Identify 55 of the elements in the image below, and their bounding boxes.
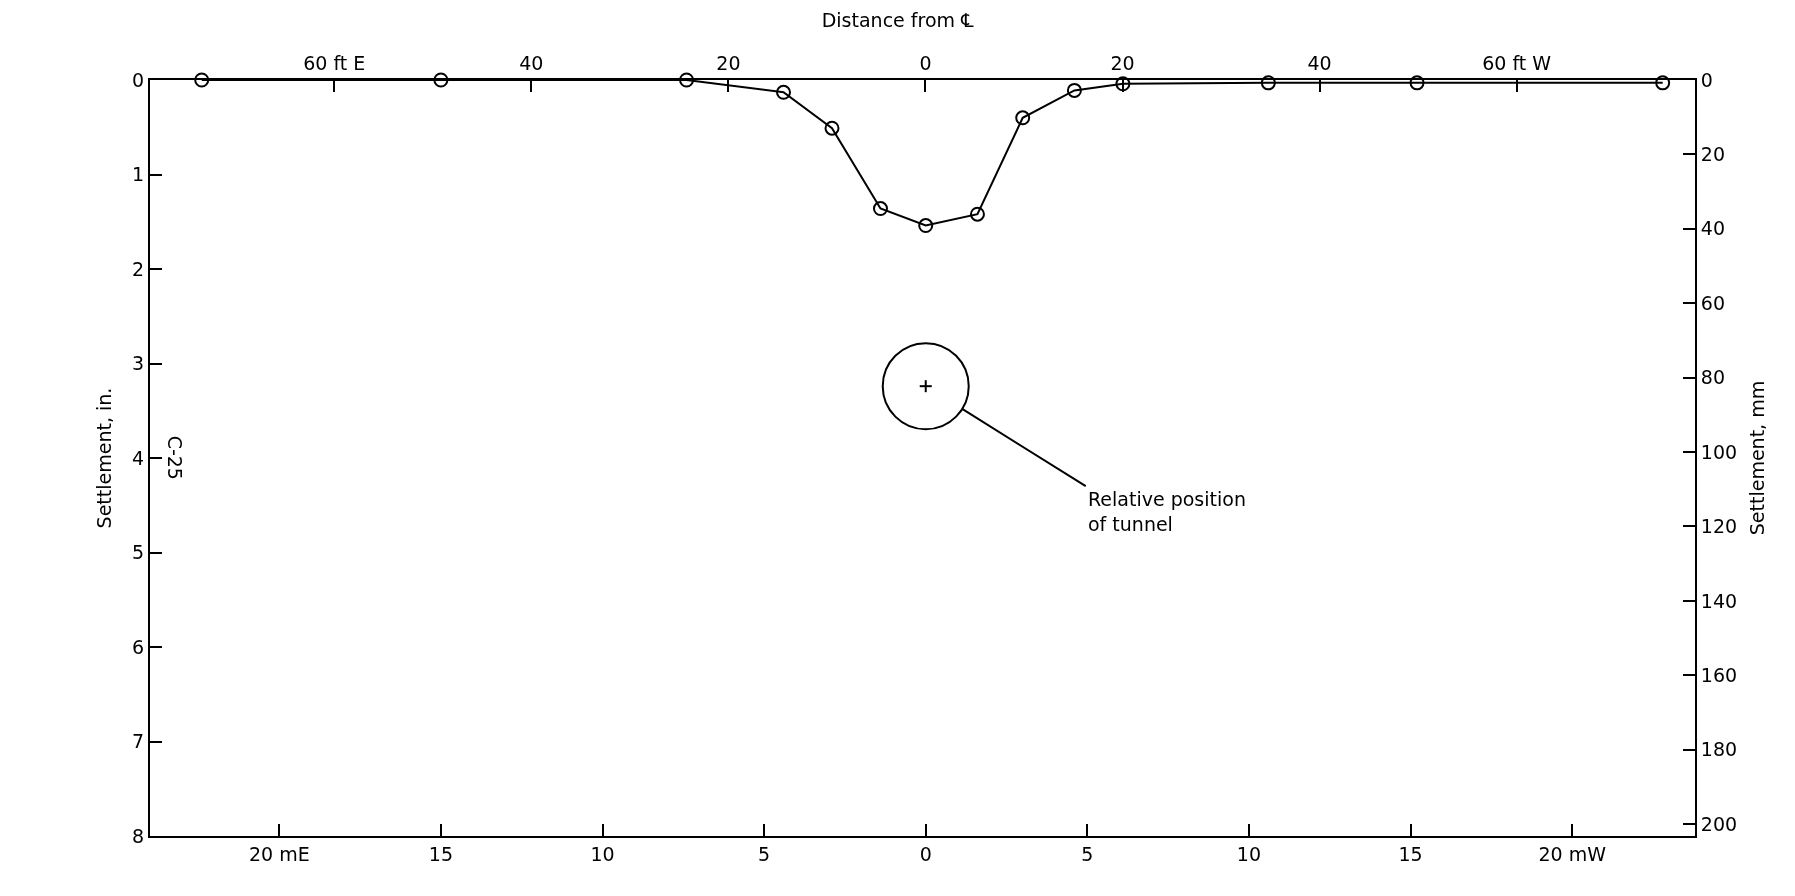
y-axis-title: Settlement, in. [93, 387, 116, 529]
x2-tick-label: 0 [919, 52, 932, 75]
x-tick-label: 0 [919, 842, 932, 865]
x2-tick-label: 40 [1307, 52, 1332, 75]
y2-tick-label: 20 [1700, 143, 1725, 166]
y-tick-label: 1 [132, 163, 145, 186]
annotation: C-25 [164, 435, 187, 480]
y2-tick-label: 40 [1700, 217, 1725, 240]
x-tick-label: 20 mE [248, 842, 310, 865]
x2-tick-label: 20 [716, 52, 741, 75]
point [918, 218, 934, 234]
y-tick-label: 6 [132, 635, 145, 658]
point [1655, 75, 1671, 91]
y2-tick-label: 100 [1700, 440, 1738, 463]
point [433, 72, 449, 88]
point [969, 206, 985, 222]
y-tick-label: 3 [132, 352, 145, 375]
x2-tick-label: 20 [1110, 52, 1135, 75]
x-tick-label: 5 [1081, 842, 1094, 865]
y2-tick-label: 200 [1700, 812, 1738, 835]
x-tick-label: 15 [428, 842, 453, 865]
point [824, 120, 840, 136]
annotation: Relative position of tunnel [1088, 488, 1246, 535]
x-tick-label: 10 [1236, 842, 1262, 865]
point [1409, 75, 1425, 91]
y-tick-label: 5 [132, 541, 145, 564]
y-tick-label: 0 [132, 68, 145, 91]
point [1066, 82, 1082, 98]
point [872, 201, 888, 217]
y2-tick-label: 120 [1700, 515, 1738, 538]
y2-tick-label: 140 [1700, 589, 1738, 612]
x2-tick-label: 60 ft W [1482, 52, 1552, 75]
point [1115, 76, 1131, 92]
y2-axis-title: Settlement, mm [1746, 380, 1769, 536]
x-tick-label: 5 [758, 842, 771, 865]
point [1260, 75, 1276, 91]
point [194, 72, 210, 88]
x2-tick-label: 40 [519, 52, 544, 75]
x2-tick-label: 60 ft E [303, 52, 366, 75]
y2-tick-label: 0 [1700, 68, 1713, 91]
y-tick-label: 7 [132, 730, 145, 753]
point [1015, 110, 1031, 126]
chart-title: Distance from ℄ [821, 8, 975, 31]
x-tick-label: 20 mW [1538, 842, 1607, 865]
y2-tick-label: 180 [1700, 738, 1738, 761]
y-tick-label: 8 [132, 824, 145, 847]
point [776, 84, 792, 100]
y-tick-label: 2 [132, 257, 145, 280]
y-tick-label: 4 [132, 446, 145, 469]
y2-tick-label: 60 [1700, 291, 1725, 314]
y2-tick-label: 160 [1700, 663, 1738, 686]
y2-tick-label: 80 [1700, 366, 1725, 389]
x-tick-label: 15 [1398, 842, 1423, 865]
point [679, 72, 695, 88]
x-tick-label: 10 [590, 842, 615, 865]
